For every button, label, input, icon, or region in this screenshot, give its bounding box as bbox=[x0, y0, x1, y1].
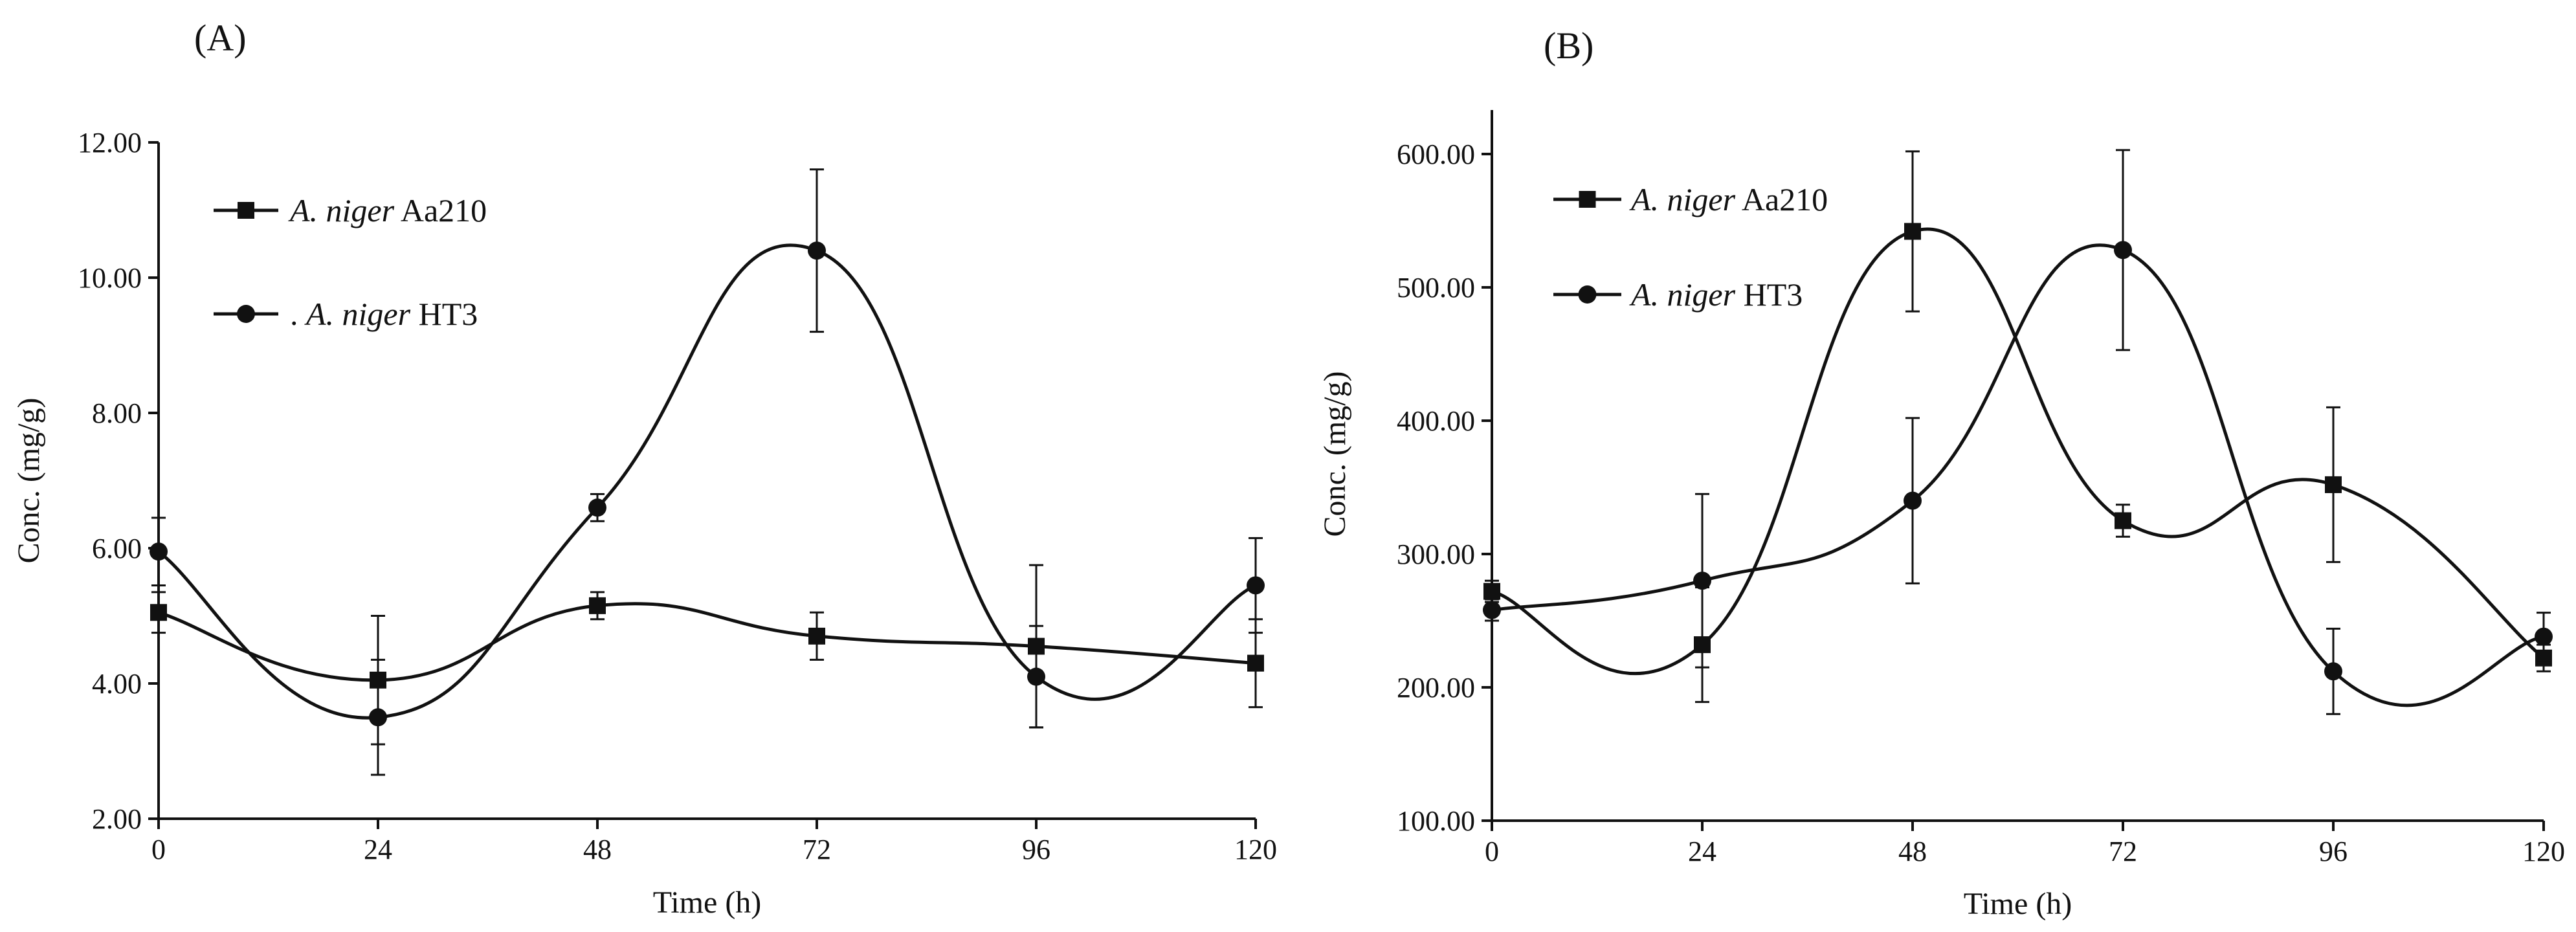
legend-entry: A. niger Aa210 bbox=[214, 192, 487, 228]
data-point-circle bbox=[1027, 667, 1045, 686]
series-line bbox=[158, 602, 1256, 682]
data-point-square bbox=[1483, 582, 1500, 600]
y-tick-label: 300.00 bbox=[1397, 538, 1475, 570]
legend-label-species: A. niger bbox=[304, 296, 411, 332]
data-point-circle bbox=[588, 498, 606, 517]
x-tick-label: 48 bbox=[583, 834, 612, 865]
data-point-square bbox=[808, 627, 825, 645]
x-tick-label: 96 bbox=[1022, 834, 1050, 865]
panel-label-a: (A) bbox=[194, 17, 247, 59]
chart-panel-b: 100.00 200.00 300.00 400.00 500.00 600.00 0 24 4… bbox=[1318, 110, 2565, 921]
legend-entry: . A. niger HT3 bbox=[214, 296, 478, 332]
y-axis-title: Conc. (mg/g) bbox=[12, 398, 46, 564]
legend-marker-square bbox=[1579, 191, 1596, 208]
panel-label-b: (B) bbox=[1544, 25, 1593, 67]
legend-label: A. niger HT3 bbox=[1629, 276, 1803, 313]
y-axis-title: Conc. (mg/g) bbox=[1318, 372, 1352, 537]
data-point-square bbox=[1247, 654, 1264, 672]
data-point-circle bbox=[2324, 662, 2342, 681]
x-tick-label: 0 bbox=[1485, 836, 1499, 867]
y-tick-label: 6.00 bbox=[92, 533, 142, 564]
data-point-square bbox=[150, 604, 167, 621]
x-tick-label: 120 bbox=[1234, 834, 1277, 865]
y-tick-label: 400.00 bbox=[1397, 405, 1475, 437]
x-tick-label: 48 bbox=[1898, 836, 1927, 867]
legend-label-species: A. niger bbox=[1629, 276, 1736, 313]
legend-label-species: A. niger bbox=[288, 192, 395, 228]
x-tick-label: 72 bbox=[2109, 836, 2137, 867]
data-point-circle bbox=[1483, 601, 1501, 619]
y-tick-label: 2.00 bbox=[92, 803, 142, 835]
legend-label-strain: Aa210 bbox=[1735, 181, 1828, 217]
y-tick-label: 8.00 bbox=[92, 397, 142, 429]
y-tick-label: 600.00 bbox=[1397, 139, 1475, 170]
legend-label: A. niger Aa210 bbox=[1629, 181, 1828, 217]
x-axis-title: Time (h) bbox=[653, 885, 762, 920]
series-square bbox=[1483, 150, 2552, 704]
data-point-circle bbox=[1693, 571, 1711, 590]
data-point-square bbox=[1904, 223, 1921, 240]
series-square bbox=[150, 564, 1264, 746]
legend-label-strain: HT3 bbox=[410, 296, 478, 332]
y-tick-label: 10.00 bbox=[78, 262, 142, 294]
legend-label-species: A. niger bbox=[1629, 181, 1736, 217]
data-point-square bbox=[589, 597, 606, 614]
y-tick-label: 100.00 bbox=[1397, 805, 1475, 837]
series-circle bbox=[150, 168, 1265, 776]
x-tick-label: 120 bbox=[2522, 836, 2565, 867]
legend-label: . A. niger HT3 bbox=[290, 296, 478, 332]
legend-label: A. niger Aa210 bbox=[288, 192, 487, 228]
y-tick-label: 200.00 bbox=[1397, 672, 1475, 704]
legend-label-prefix: . bbox=[290, 296, 306, 332]
y-tick-label: 500.00 bbox=[1397, 272, 1475, 304]
data-point-circle bbox=[2535, 627, 2553, 646]
x-axis-title: Time (h) bbox=[1964, 887, 2072, 921]
legend-label-strain: HT3 bbox=[1735, 276, 1803, 313]
data-point-circle bbox=[1247, 576, 1265, 595]
data-point-square bbox=[2325, 476, 2342, 493]
y-tick-label: 12.00 bbox=[78, 127, 142, 159]
x-tick-label: 72 bbox=[803, 834, 831, 865]
data-point-circle bbox=[1904, 491, 1922, 510]
x-tick-label: 24 bbox=[364, 834, 392, 865]
data-point-circle bbox=[2114, 241, 2132, 260]
data-point-circle bbox=[369, 708, 387, 727]
series-circle bbox=[1483, 149, 2553, 715]
series-line bbox=[157, 243, 1256, 720]
legend-entry: A. niger Aa210 bbox=[1553, 181, 1828, 217]
series-line bbox=[1491, 243, 2544, 707]
chart-panel-a: 2.00 4.00 6.00 8.00 10.00 12.00 0 24 48 72 96 120 Ti… bbox=[12, 127, 1277, 920]
legend-marker-circle bbox=[1578, 285, 1597, 304]
legend-entry: A. niger HT3 bbox=[1553, 276, 1803, 313]
data-point-square bbox=[2115, 512, 2131, 529]
legend-label-strain: Aa210 bbox=[394, 192, 487, 228]
data-point-circle bbox=[808, 241, 826, 260]
y-tick-label: 4.00 bbox=[92, 668, 142, 700]
x-tick-label: 24 bbox=[1688, 836, 1716, 867]
legend-marker-circle bbox=[237, 305, 255, 323]
x-tick-label: 96 bbox=[2319, 836, 2348, 867]
legend-marker-square bbox=[238, 202, 254, 219]
x-tick-label: 0 bbox=[151, 834, 166, 865]
data-point-circle bbox=[150, 542, 168, 561]
